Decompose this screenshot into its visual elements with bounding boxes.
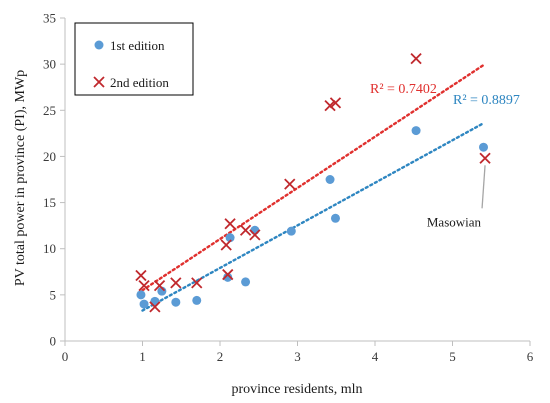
data-point-series-2 xyxy=(410,52,422,65)
data-point-series-2 xyxy=(224,218,236,230)
y-tick-label: 30 xyxy=(43,57,56,72)
y-tick-label: 0 xyxy=(50,334,57,349)
data-point-series-1 xyxy=(330,213,340,223)
legend-label-series-1: 1st edition xyxy=(110,38,165,53)
r-squared-label-series-1: R² = 0.8897 xyxy=(453,93,520,108)
legend: 1st edition 2nd edition xyxy=(74,22,194,96)
y-axis-title: PV total power in province (PI), MWp xyxy=(13,70,28,286)
x-tick-label: 4 xyxy=(372,349,379,364)
data-point-series-1 xyxy=(286,226,296,236)
data-point-series-1 xyxy=(479,142,488,152)
annotation-leader-line xyxy=(481,165,486,209)
data-point-series-2 xyxy=(220,239,232,251)
data-point-series-1 xyxy=(223,272,233,282)
legend-box xyxy=(74,22,194,96)
legend-label-series-2: 2nd edition xyxy=(110,75,169,90)
y-tick-label: 25 xyxy=(43,103,56,118)
data-point-series-2 xyxy=(324,100,336,112)
legend-marker-circle xyxy=(94,40,104,50)
data-point-series-2 xyxy=(284,178,296,190)
y-tick-label: 15 xyxy=(43,195,56,210)
x-axis-title: province residents, mln xyxy=(231,382,362,397)
x-tick-label: 2 xyxy=(217,349,224,364)
data-point-series-1 xyxy=(139,299,149,309)
data-point-series-2 xyxy=(149,301,161,313)
r-squared-label-series-2: R² = 0.7402 xyxy=(370,82,437,97)
data-point-series-1 xyxy=(250,225,260,235)
data-points xyxy=(135,52,491,313)
data-point-series-2 xyxy=(135,269,147,282)
data-point-series-1 xyxy=(192,295,202,305)
data-point-series-2 xyxy=(329,97,342,109)
trendline-series-2 xyxy=(141,63,485,292)
data-point-series-2 xyxy=(191,277,203,289)
data-point-series-2 xyxy=(153,279,166,292)
annotation-label: Masowian xyxy=(427,214,482,229)
legend-marker-x xyxy=(93,76,105,88)
y-tick-label: 35 xyxy=(43,11,56,26)
y-tick-label: 5 xyxy=(50,287,57,302)
data-point-series-1 xyxy=(411,126,421,136)
trendlines: R² = 0.8897 R² = 0.7402 xyxy=(141,63,520,312)
data-point-series-1 xyxy=(325,175,335,184)
x-tick-label: 5 xyxy=(449,349,456,364)
x-tick-label: 0 xyxy=(62,349,69,364)
x-tick-label: 1 xyxy=(139,349,146,364)
y-tick-label: 10 xyxy=(43,241,56,256)
annotations: Masowian xyxy=(427,165,486,229)
data-point-series-1 xyxy=(157,286,167,296)
data-point-series-2 xyxy=(222,268,234,281)
data-point-series-1 xyxy=(225,233,235,243)
data-point-series-1 xyxy=(171,297,181,307)
data-point-series-2 xyxy=(479,152,491,164)
data-point-series-2 xyxy=(249,229,261,241)
data-point-series-1 xyxy=(136,290,146,300)
data-point-series-1 xyxy=(241,277,251,287)
x-tick-label: 3 xyxy=(294,349,301,364)
data-point-series-2 xyxy=(170,277,182,289)
y-tick-label: 20 xyxy=(43,149,56,164)
data-point-series-2 xyxy=(138,279,150,292)
data-point-series-2 xyxy=(239,224,252,236)
x-tick-label: 6 xyxy=(527,349,534,364)
axes: 0 1 2 3 4 5 6 0 5 10 15 20 25 30 35 xyxy=(43,11,534,365)
